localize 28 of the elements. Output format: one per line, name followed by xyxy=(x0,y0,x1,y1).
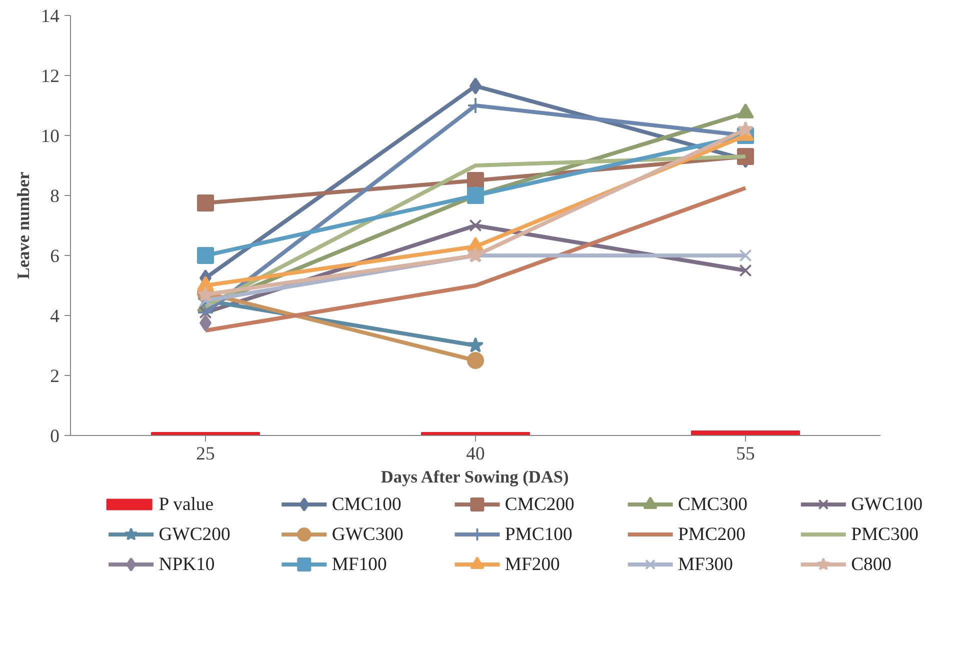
y-tick-label: 0 xyxy=(50,426,60,447)
y-tick-label: 2 xyxy=(50,366,60,387)
legend-label: NPK10 xyxy=(158,554,215,575)
y-axis-title: Leave number xyxy=(14,172,33,280)
legend-label: PMC300 xyxy=(851,524,918,545)
y-tick-label: 8 xyxy=(50,186,60,207)
legend-label: MF200 xyxy=(504,554,560,575)
legend-label: C800 xyxy=(851,554,892,575)
legend-label: CMC300 xyxy=(678,494,748,515)
legend-label: MF100 xyxy=(332,554,387,575)
y-tick-label: 10 xyxy=(40,126,60,147)
y-tick-label: 4 xyxy=(50,306,60,327)
legend-label: GWC100 xyxy=(851,494,923,515)
x-tick-label: 40 xyxy=(466,444,485,464)
legend-label: P value xyxy=(158,494,214,515)
legend-label: GWC300 xyxy=(332,524,404,545)
x-tick-label: 25 xyxy=(196,444,215,464)
y-tick-label: 12 xyxy=(40,66,60,87)
x-axis-title: Days After Sowing (DAS) xyxy=(380,468,570,486)
y-tick-label: 6 xyxy=(50,246,60,267)
legend-label: MF300 xyxy=(678,554,733,575)
y-tick-label: 14 xyxy=(40,6,60,27)
legend-label: CMC200 xyxy=(504,494,574,515)
legend-label: CMC100 xyxy=(332,494,402,515)
x-tick-label: 55 xyxy=(736,444,755,464)
legend-label: PMC100 xyxy=(504,524,572,545)
legend-label: GWC200 xyxy=(158,524,230,545)
legend-label: PMC200 xyxy=(678,524,746,545)
